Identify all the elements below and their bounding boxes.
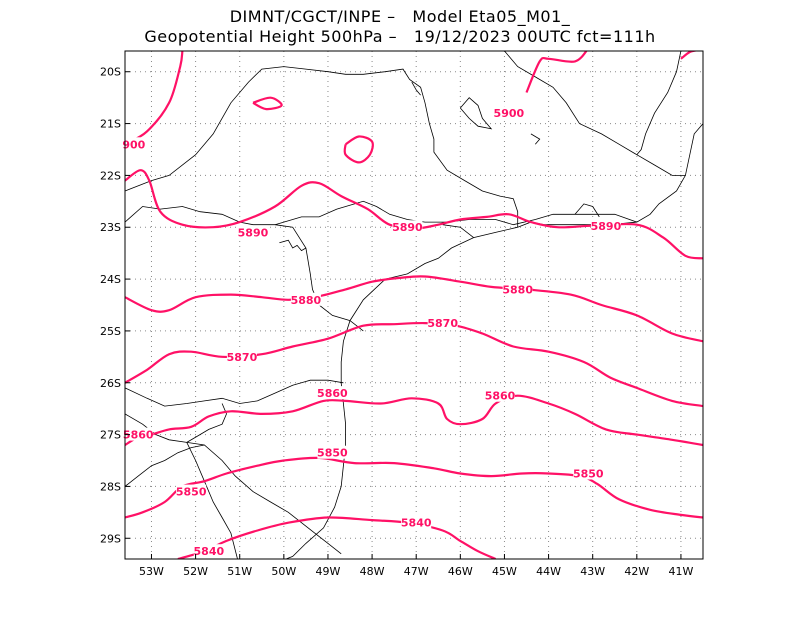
contour-5890 [125,169,703,260]
y-tick-label: 20S [100,66,121,79]
y-tick-label: 21S [100,118,121,131]
contour-label-bg [290,292,321,306]
contour-5870 [125,321,703,408]
contour-label-bg [176,484,207,498]
x-tick-label: 47W [404,565,429,578]
boundary-line [186,442,238,559]
contour-label-bg [226,349,257,363]
plot-title-line2: Geopotential Height 500hPa – 19/12/2023 … [144,27,656,46]
contour-5880 [125,275,703,343]
contour-label-bg [401,515,432,529]
contour-label-bg [392,220,423,234]
plot-title-line1: DIMNT/CGCT/INPE – Model Eta05_M01_ [229,7,571,26]
contour-label: 5850 [176,486,207,499]
x-tick-label: 44W [536,565,561,578]
contour-label-bg [493,106,524,120]
contour-label: 5860 [123,429,154,442]
boundary-line [125,66,519,228]
boundary-line [442,224,474,238]
y-tick-label: 28S [100,480,121,493]
contour-5860 [125,394,703,447]
contour-5900 [343,135,374,164]
boundary-line [274,200,637,226]
y-tick-label: 25S [100,325,121,338]
boundary-line [504,51,686,176]
contour-label: 5890 [591,220,622,233]
contour-5900 [125,51,184,146]
x-tick-label: 50W [271,565,296,578]
lake-outline [530,133,541,145]
y-tick-label: 29S [100,532,121,545]
x-axis-ticks: 53W 52W 51W 50W 49W 48W 47W 46W 45W 44W 43W 42W 41W [139,554,693,578]
boundary-line [574,203,600,218]
contour-label: 5880 [502,283,533,296]
contour-label: 5870 [427,317,458,330]
x-tick-label: 46W [448,565,473,578]
contour-label: 5870 [227,351,258,364]
contour-label-bg [427,316,458,330]
lake-outline [411,81,421,96]
contour-label-bg [317,445,348,459]
contour-label: 900 [122,138,145,151]
x-tick-label: 41W [669,565,694,578]
x-tick-label: 42W [624,565,649,578]
contour-label: 5850 [317,447,348,460]
x-tick-label: 45W [492,565,517,578]
contour-label: 5860 [317,387,348,400]
contour-5850 [125,456,703,519]
plot-frame [124,50,704,560]
contour-label-bg [590,219,621,233]
boundary-line [186,403,227,443]
state-boundaries [125,51,703,559]
contour-label-bg [193,544,224,558]
contour-label-bg [317,386,348,400]
y-axis-ticks: 20S 21S 22S 23S 24S 25S 26S 27S 28S 29S [100,66,130,545]
x-tick-label: 52W [183,565,208,578]
geopotential-contours [125,51,703,559]
boundary-line [125,444,205,487]
y-tick-label: 27S [100,429,121,442]
contour-labels: 5900 900 5890 5890 5890 5880 5880 5870 5870 5860 5… [118,106,622,558]
contour-label-bg [485,388,516,402]
contour-label-bg [123,427,154,441]
lake-outline [459,97,493,130]
y-tick-label: 24S [100,273,121,286]
boundary-line [636,51,682,155]
x-tick-label: 48W [360,565,385,578]
contour-label-bg [502,282,533,296]
contour-label: 5890 [238,226,269,239]
y-tick-label: 26S [100,377,121,390]
contour-label-bg [118,137,149,151]
contour-label: 5880 [291,294,322,307]
x-tick-label: 43W [580,565,605,578]
contour-label: 5840 [194,545,225,558]
contour-5840 [177,516,497,559]
contour-5900 [680,51,700,60]
contour-label: 5850 [573,467,604,480]
y-tick-label: 23S [100,221,121,234]
boundary-line [125,379,344,407]
x-tick-label: 53W [139,565,164,578]
contour-label: 5900 [494,107,525,120]
contour-label: 5840 [401,517,432,530]
contour-label: 5890 [392,221,423,234]
x-tick-label: 51W [227,565,252,578]
y-tick-label: 22S [100,169,121,182]
lake-outline [279,239,307,252]
contour-5900 [525,51,588,93]
boundary-line [385,123,703,280]
lat-lon-grid [125,51,703,559]
x-tick-label: 49W [316,565,341,578]
contour-label-bg [237,225,268,239]
contour-label: 5860 [485,390,516,403]
contour-label-bg [573,466,604,480]
contour-5900 [252,96,283,111]
boundary-line [125,413,342,555]
